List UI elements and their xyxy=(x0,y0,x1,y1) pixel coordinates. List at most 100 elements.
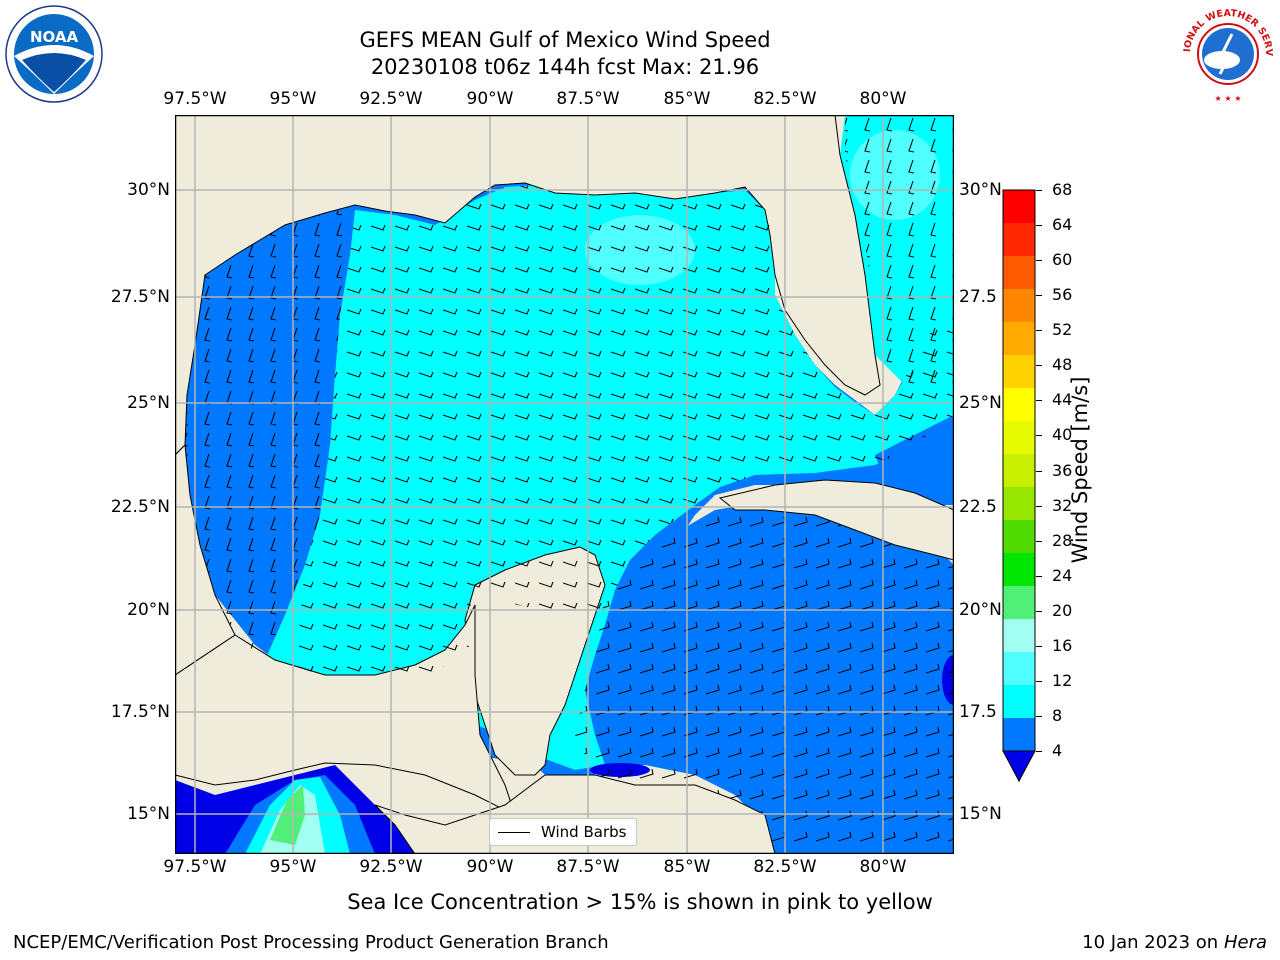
colorbar-tick-label: 36 xyxy=(1052,460,1073,480)
colorbar-band xyxy=(1003,421,1035,455)
lon-label-bottom: 90°W xyxy=(466,857,514,877)
colorbar-band xyxy=(1003,190,1035,224)
pacific-water-green xyxy=(270,785,305,845)
svg-text:★ ★ ★: ★ ★ ★ xyxy=(1214,94,1241,103)
lon-label-top: 92.5°W xyxy=(359,89,423,109)
lon-label-bottom: 80°W xyxy=(859,857,907,877)
colorbar-tick-label: 24 xyxy=(1052,565,1073,585)
map-gridlines xyxy=(175,115,954,854)
colorbar-tick-label: 48 xyxy=(1052,355,1073,375)
colorbar-tick-mark xyxy=(1036,330,1042,332)
colorbar-tick-mark xyxy=(1036,680,1042,682)
lat-label-right: 30°N xyxy=(959,180,1002,200)
colorbar-tick-mark xyxy=(1036,295,1042,297)
colorbar-tick-label: 68 xyxy=(1052,180,1073,199)
colorbar-tick-mark xyxy=(1036,645,1042,647)
colorbar-tick-label: 8 xyxy=(1052,705,1063,725)
colorbar-band xyxy=(1003,487,1035,521)
lon-label-bottom: 82.5°W xyxy=(753,857,817,877)
colorbar-title: Wind Speed [m/s] xyxy=(1068,376,1092,564)
lon-label-bottom: 97.5°W xyxy=(163,857,227,877)
noaa-logo: NOAA xyxy=(5,5,103,103)
colorbar-band xyxy=(1003,454,1035,488)
lat-label-right: 27.5 xyxy=(959,287,997,307)
colorbar-tick-mark xyxy=(1036,260,1042,262)
footer-machine: Hera xyxy=(1223,932,1267,953)
colorbar-tick-mark xyxy=(1036,190,1042,191)
chart-title: GEFS MEAN Gulf of Mexico Wind Speed xyxy=(359,28,771,52)
lon-label-top: 80°W xyxy=(859,89,907,109)
lon-label-top: 87.5°W xyxy=(556,89,620,109)
colorbar-tick-mark xyxy=(1036,225,1042,227)
colorbar-tick-label: 44 xyxy=(1052,390,1073,410)
lat-label-left: 17.5°N xyxy=(110,702,170,722)
colorbar-band xyxy=(1003,586,1035,620)
lat-label-right: 15°N xyxy=(959,804,1002,824)
colorbar-band xyxy=(1003,553,1035,587)
lat-label-left: 22.5°N xyxy=(110,497,170,517)
lon-label-top: 95°W xyxy=(269,89,317,109)
colorbar-band xyxy=(1003,289,1035,323)
lat-label-left: 15°N xyxy=(127,804,170,824)
colorbar-extend-arrow xyxy=(1002,750,1036,783)
colorbar-tick-mark xyxy=(1036,751,1042,752)
colorbar-tick-label: 32 xyxy=(1052,495,1073,515)
footer-credit: NCEP/EMC/Verification Post Processing Pr… xyxy=(13,932,609,953)
lat-label-left: 25°N xyxy=(127,393,170,413)
lon-label-top: 82.5°W xyxy=(753,89,817,109)
colorbar-band xyxy=(1003,718,1035,752)
colorbar-tick-label: 20 xyxy=(1052,600,1073,620)
lat-label-right: 22.5 xyxy=(959,497,997,517)
colorbar-tick-label: 28 xyxy=(1052,530,1073,550)
lat-label-left: 30°N xyxy=(127,180,170,200)
colorbar-tick-label: 4 xyxy=(1052,741,1063,760)
chart-subtitle: 20230108 t06z 144h fcst Max: 21.96 xyxy=(370,55,760,79)
colorbar-band xyxy=(1003,652,1035,686)
colorbar-band xyxy=(1003,355,1035,389)
colorbar-tick-label: 40 xyxy=(1052,425,1073,445)
colorbar-band xyxy=(1003,223,1035,257)
colorbar-tick-mark xyxy=(1036,435,1042,437)
svg-text:NOAA: NOAA xyxy=(30,28,79,46)
colorbar-frame xyxy=(1002,189,1036,752)
lat-label-right: 20°N xyxy=(959,600,1002,620)
sea-ice-caption: Sea Ice Concentration > 15% is shown in … xyxy=(347,890,933,914)
colorbar-band xyxy=(1003,388,1035,422)
colorbar-tick-label: 56 xyxy=(1052,285,1073,305)
colorbar-band xyxy=(1003,256,1035,290)
colorbar-tick-label: 52 xyxy=(1052,320,1073,340)
lat-label-left: 20°N xyxy=(127,600,170,620)
legend-label: Wind Barbs xyxy=(541,823,627,841)
colorbar-tick-mark xyxy=(1036,610,1042,612)
lat-label-right: 25°N xyxy=(959,393,1002,413)
footer-date: 10 Jan 2023 on Hera xyxy=(1082,932,1267,953)
wind-barbs-legend: Wind Barbs xyxy=(489,818,637,846)
map-panel xyxy=(175,115,954,854)
colorbar-tick-mark xyxy=(1036,715,1042,717)
lon-label-top: 90°W xyxy=(466,89,514,109)
colorbar-tick-label: 12 xyxy=(1052,670,1073,690)
legend-line-icon xyxy=(498,832,530,833)
colorbar-tick-label: 64 xyxy=(1052,215,1073,235)
colorbar xyxy=(1002,189,1036,783)
footer-date-text: 10 Jan 2023 on xyxy=(1082,932,1219,953)
colorbar-tick-label: 60 xyxy=(1052,250,1073,270)
colorbar-band xyxy=(1003,520,1035,554)
bahamas-water-blue xyxy=(875,415,954,505)
lon-label-top: 85°W xyxy=(663,89,711,109)
colorbar-band xyxy=(1003,322,1035,356)
colorbar-tick-mark xyxy=(1036,365,1042,367)
lat-label-right: 17.5 xyxy=(959,702,997,722)
lon-label-bottom: 87.5°W xyxy=(556,857,620,877)
lon-label-bottom: 85°W xyxy=(663,857,711,877)
colorbar-tick-mark xyxy=(1036,400,1042,402)
colorbar-tick-mark xyxy=(1036,505,1042,507)
colorbar-tick-mark xyxy=(1036,540,1042,542)
lon-label-bottom: 92.5°W xyxy=(359,857,423,877)
lon-label-top: 97.5°W xyxy=(163,89,227,109)
map-frame xyxy=(175,115,954,854)
lat-label-left: 27.5°N xyxy=(110,287,170,307)
colorbar-band xyxy=(1003,619,1035,653)
nws-logo: ★ ★ ★ NATIONAL WEATHER SERVICE xyxy=(1178,4,1276,103)
colorbar-tick-mark xyxy=(1036,575,1042,577)
